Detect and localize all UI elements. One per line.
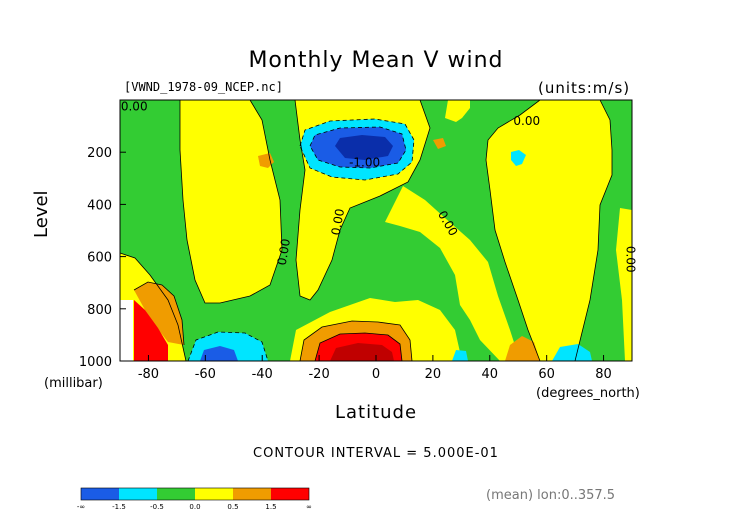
contour-lines: [120, 100, 613, 361]
contour-label: 0.00: [513, 114, 540, 128]
fill-yellow-pole-north: [616, 208, 632, 361]
y-axis-ticks: 200 400 600 800 1000: [79, 146, 126, 370]
fill-cyan-north-dot: [511, 150, 526, 166]
fill-orange-south: [134, 282, 184, 345]
fill-darkblue-upper: [335, 135, 393, 160]
contour-label: 0.00: [275, 238, 293, 267]
fill-cyan-north-low: [552, 344, 592, 361]
fill-white-pole: [120, 300, 133, 361]
contour-pos-equator: [299, 320, 413, 361]
contour-zero-south: [179, 100, 283, 304]
legend-swatch: [119, 488, 157, 500]
x-tick-label: -20: [308, 367, 329, 382]
legend-label: 0.0: [189, 503, 200, 511]
y-tick-label: 1000: [79, 355, 112, 370]
contour-neg-upper2: [309, 126, 407, 169]
y-tick-label: 600: [87, 251, 112, 266]
x-axis-unit: (degrees_north): [536, 386, 640, 401]
y-tick-label: 800: [87, 303, 112, 318]
fill-cyan-mid-low: [452, 350, 468, 361]
legend-label: -∞: [77, 503, 85, 511]
contour-neg-south-low: [187, 331, 269, 361]
legend-label: ∞: [306, 503, 312, 511]
contour-fills: [120, 100, 632, 361]
fill-yellow-north-mid: [445, 100, 470, 122]
chart-title: Monthly Mean V wind: [248, 48, 504, 73]
x-tick-label: 40: [482, 367, 499, 382]
legend-swatch: [195, 488, 233, 500]
contour-label: 0.00: [623, 246, 637, 273]
x-axis-label: Latitude: [334, 402, 418, 423]
fill-yellow-south: [180, 100, 282, 303]
fill-red-equator-core: [330, 343, 394, 361]
contour-label: 0.00: [329, 208, 347, 237]
fill-red-south: [134, 300, 168, 361]
fill-yellow-tongue: [385, 186, 520, 361]
legend-frame: [80, 487, 310, 501]
contour-zero-north: [485, 100, 541, 361]
contour-zero-north2: [574, 100, 613, 361]
fill-blue-south-low: [200, 346, 238, 361]
legend-label: 1.5: [265, 503, 276, 511]
fill-orange-dot-upper: [258, 153, 274, 168]
contour-zero-lower-left: [120, 252, 187, 361]
legend-swatch: [81, 488, 119, 500]
contour-neg-upper: [299, 118, 415, 181]
contour-label: -1.00: [349, 156, 380, 170]
legend-label: 0.5: [227, 503, 238, 511]
contour-pos-south: [133, 281, 185, 346]
contour-pos-equator2: [314, 332, 403, 361]
legend-label: -1.5: [112, 503, 126, 511]
y-tick-label: 400: [87, 198, 112, 213]
legend-swatch: [157, 488, 195, 500]
x-tick-label: -80: [138, 367, 159, 382]
y-tick-label: 200: [87, 146, 112, 161]
x-tick-label: -60: [195, 367, 216, 382]
x-tick-label: 20: [425, 367, 442, 382]
contour-zero-center: [294, 100, 431, 301]
x-tick-label: 80: [595, 367, 612, 382]
file-label: [VWND_1978-09_NCEP.nc]: [124, 80, 283, 94]
x-tick-label: -40: [252, 367, 273, 382]
legend-swatch: [271, 488, 309, 500]
contour-interval-label: CONTOUR INTERVAL = 5.000E-01: [253, 446, 499, 461]
x-axis-ticks: -80 -60 -40 -20 0 20 40 60 80: [138, 355, 612, 382]
legend-swatch: [233, 488, 271, 500]
color-legend: -∞ -1.5 -0.5 0.0 0.5 1.5 ∞: [77, 487, 312, 511]
legend-label: -0.5: [150, 503, 164, 511]
fill-orange-north-low: [505, 336, 540, 361]
mean-label: (mean) lon:0..357.5: [486, 488, 616, 503]
x-tick-label: 60: [538, 367, 555, 382]
contour-label: 0.00: [121, 99, 148, 113]
y-axis-unit: (millibar): [44, 376, 103, 391]
fill-orange-dot-north: [433, 138, 446, 149]
units-label: (units:m/s): [538, 79, 631, 97]
x-tick-label: 0: [372, 367, 380, 382]
